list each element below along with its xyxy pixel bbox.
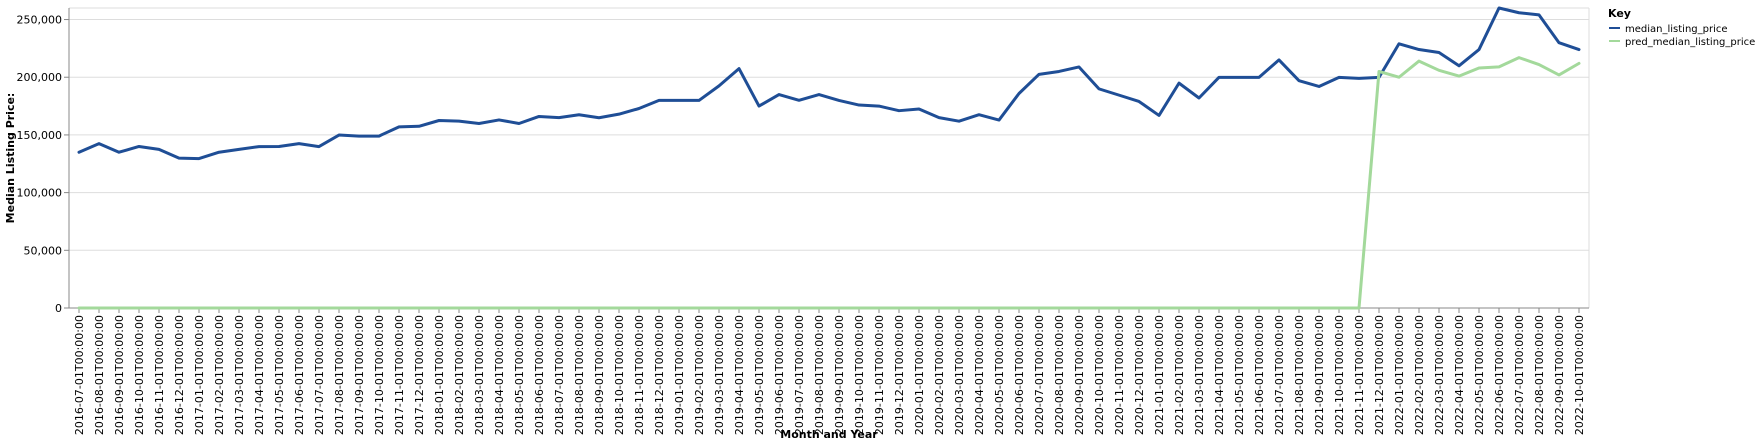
legend-label: pred_median_listing_price xyxy=(1625,37,1755,48)
series-lines xyxy=(77,6,1581,310)
x-tick-label: 2020-09-01T00:00:00 xyxy=(1073,315,1086,435)
x-tick-label: 2017-09-01T00:00:00 xyxy=(353,315,366,435)
x-tick-label: 2019-03-01T00:00:00 xyxy=(713,315,726,435)
x-tick-label: 2016-07-01T00:00:00 xyxy=(73,315,86,435)
legend: Key median_listing_price pred_median_list… xyxy=(1608,7,1755,48)
x-tick-label: 2022-06-01T00:00:00 xyxy=(1493,315,1506,435)
x-tick-label: 2017-12-01T00:00:00 xyxy=(413,315,426,435)
y-gridlines xyxy=(69,7,1590,309)
x-tick-label: 2021-07-01T00:00:00 xyxy=(1273,315,1286,435)
x-tick-label: 2020-07-01T00:00:00 xyxy=(1033,315,1046,435)
y-tick-label: 250,000 xyxy=(17,14,63,27)
x-tick-label: 2021-10-01T00:00:00 xyxy=(1333,315,1346,435)
series-line-pred-median-listing-price xyxy=(77,56,1581,310)
x-tick-label: 2021-08-01T00:00:00 xyxy=(1293,315,1306,435)
x-tick-label: 2019-05-01T00:00:00 xyxy=(753,315,766,435)
x-tick-label: 2017-05-01T00:00:00 xyxy=(273,315,286,435)
x-tick-label: 2018-04-01T00:00:00 xyxy=(493,315,506,435)
x-tick-label: 2019-12-01T00:00:00 xyxy=(893,315,906,435)
y-tick-label: 200,000 xyxy=(17,71,63,84)
x-tick-label: 2021-01-01T00:00:00 xyxy=(1153,315,1166,435)
x-tick-label: 2017-10-01T00:00:00 xyxy=(373,315,386,435)
x-tick-label: 2020-10-01T00:00:00 xyxy=(1093,315,1106,435)
x-tick-label: 2018-06-01T00:00:00 xyxy=(533,315,546,435)
legend-title: Key xyxy=(1608,7,1631,20)
x-tick-label: 2022-02-01T00:00:00 xyxy=(1413,315,1426,435)
x-tick-label: 2022-01-01T00:00:00 xyxy=(1393,315,1406,435)
x-tick-label: 2017-03-01T00:00:00 xyxy=(233,315,246,435)
x-tick-label: 2016-08-01T00:00:00 xyxy=(93,315,106,435)
x-tick-label: 2021-12-01T00:00:00 xyxy=(1373,315,1386,435)
y-tick-label: 150,000 xyxy=(17,129,63,142)
x-tick-label: 2020-05-01T00:00:00 xyxy=(993,315,1006,435)
x-tick-label: 2016-10-01T00:00:00 xyxy=(133,315,146,435)
x-tick-label: 2021-06-01T00:00:00 xyxy=(1253,315,1266,435)
x-tick-label: 2020-08-01T00:00:00 xyxy=(1053,315,1066,435)
x-tick-label: 2020-02-01T00:00:00 xyxy=(933,315,946,435)
x-tick-label: 2019-09-01T00:00:00 xyxy=(833,315,846,435)
x-tick-label: 2021-02-01T00:00:00 xyxy=(1173,315,1186,435)
x-tick-label: 2018-07-01T00:00:00 xyxy=(553,315,566,435)
x-tick-label: 2020-06-01T00:00:00 xyxy=(1013,315,1026,435)
x-tick-label: 2017-06-01T00:00:00 xyxy=(293,315,306,435)
x-tick-label: 2020-03-01T00:00:00 xyxy=(953,315,966,435)
x-tick-label: 2017-02-01T00:00:00 xyxy=(213,315,226,435)
x-tick-label: 2019-06-01T00:00:00 xyxy=(773,315,786,435)
x-tick-label: 2018-02-01T00:00:00 xyxy=(453,315,466,435)
x-axis-title: Month and Year xyxy=(780,428,878,441)
x-tick-label: 2018-03-01T00:00:00 xyxy=(473,315,486,435)
x-tick-label: 2019-01-01T00:00:00 xyxy=(673,315,686,435)
x-tick-label: 2022-07-01T00:00:00 xyxy=(1513,315,1526,435)
x-tick-label: 2021-04-01T00:00:00 xyxy=(1213,315,1226,435)
x-tick-label: 2022-04-01T00:00:00 xyxy=(1453,315,1466,435)
x-tick-label: 2017-04-01T00:00:00 xyxy=(253,315,266,435)
x-tick-label: 2016-09-01T00:00:00 xyxy=(113,315,126,435)
legend-label: median_listing_price xyxy=(1625,24,1728,35)
x-tick-label: 2016-12-01T00:00:00 xyxy=(173,315,186,435)
x-tick-label: 2021-05-01T00:00:00 xyxy=(1233,315,1246,435)
x-tick-label: 2021-03-01T00:00:00 xyxy=(1193,315,1206,435)
axes: 0 50,000 100,000 150,000 200,000 250,000 2016-… xyxy=(17,8,1589,435)
y-axis-title: Median Listing Price: xyxy=(4,93,17,224)
x-tick-label: 2019-02-01T00:00:00 xyxy=(693,315,706,435)
x-tick-label: 2022-09-01T00:00:00 xyxy=(1553,315,1566,435)
x-tick-label: 2022-05-01T00:00:00 xyxy=(1473,315,1486,435)
x-tick-label: 2019-11-01T00:00:00 xyxy=(873,315,886,435)
x-tick-label: 2017-11-01T00:00:00 xyxy=(393,315,406,435)
x-tick-label: 2019-08-01T00:00:00 xyxy=(813,315,826,435)
x-tick-label: 2020-12-01T00:00:00 xyxy=(1133,315,1146,435)
x-tick-label: 2018-01-01T00:00:00 xyxy=(433,315,446,435)
x-tick-label: 2017-07-01T00:00:00 xyxy=(313,315,326,435)
x-tick-label: 2018-12-01T00:00:00 xyxy=(653,315,666,435)
x-tick-label: 2018-11-01T00:00:00 xyxy=(633,315,646,435)
x-tick-label: 2021-11-01T00:00:00 xyxy=(1353,315,1366,435)
x-tick-label: 2018-05-01T00:00:00 xyxy=(513,315,526,435)
x-tick-label: 2020-04-01T00:00:00 xyxy=(973,315,986,435)
y-tick-label: 50,000 xyxy=(24,244,63,257)
x-tick-label: 2020-11-01T00:00:00 xyxy=(1113,315,1126,435)
x-tick-label: 2018-09-01T00:00:00 xyxy=(593,315,606,435)
y-tick-label: 100,000 xyxy=(17,187,63,200)
x-tick-label: 2017-08-01T00:00:00 xyxy=(333,315,346,435)
x-tick-label: 2018-08-01T00:00:00 xyxy=(573,315,586,435)
x-tick-label: 2019-10-01T00:00:00 xyxy=(853,315,866,435)
x-tick-label: 2019-07-01T00:00:00 xyxy=(793,315,806,435)
series-line-median-listing-price xyxy=(77,6,1581,161)
x-tick-label: 2022-03-01T00:00:00 xyxy=(1433,315,1446,435)
x-tick-label: 2020-01-01T00:00:00 xyxy=(913,315,926,435)
x-tick-label: 2017-01-01T00:00:00 xyxy=(193,315,206,435)
y-tick-label: 0 xyxy=(55,302,62,315)
x-tick-label: 2018-10-01T00:00:00 xyxy=(613,315,626,435)
x-tick-label: 2016-11-01T00:00:00 xyxy=(153,315,166,435)
x-tick-label: 2022-10-01T00:00:00 xyxy=(1573,315,1586,435)
x-tick-label: 2021-09-01T00:00:00 xyxy=(1313,315,1326,435)
x-tick-label: 2022-08-01T00:00:00 xyxy=(1533,315,1546,435)
x-tick-label: 2019-04-01T00:00:00 xyxy=(733,315,746,435)
